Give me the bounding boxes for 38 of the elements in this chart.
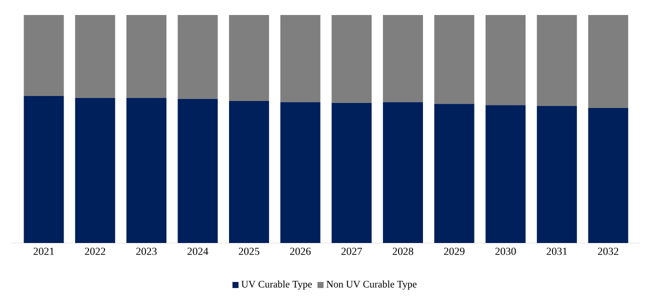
x-tick-label: 2031: [546, 248, 567, 255]
x-tick-label: 2022: [84, 248, 106, 255]
bar: [588, 108, 628, 243]
bar: [24, 96, 64, 243]
legend-label: UV Curable Type: [241, 280, 312, 290]
x-tick-label: 2023: [136, 248, 157, 255]
bar: [24, 15, 64, 96]
bar: [434, 104, 474, 243]
bar: [486, 15, 526, 106]
bar: [382, 15, 423, 102]
x-tick-label: 2027: [341, 248, 362, 255]
bar: [280, 102, 320, 243]
bar: [434, 15, 474, 104]
legend-label: Non UV Curable Type: [326, 280, 417, 290]
bar: [229, 15, 270, 101]
x-tick-label: 2021: [34, 248, 54, 255]
bar: [382, 102, 423, 243]
x-tick-label: 2028: [392, 248, 414, 255]
bar: [75, 98, 116, 243]
x-tick-label: 2025: [238, 248, 260, 255]
bar: [536, 15, 577, 106]
x-tick-label: 2032: [598, 248, 618, 255]
bar: [178, 15, 218, 99]
bar: [332, 15, 372, 104]
bar: [332, 103, 372, 243]
bar: [588, 15, 628, 108]
x-tick-label: 2029: [444, 248, 464, 255]
bar: [536, 106, 577, 243]
bar: [126, 15, 166, 98]
x-tick-label: 2024: [188, 248, 208, 255]
x-tick-label: 2026: [290, 248, 311, 255]
bar: [178, 98, 218, 243]
bar: [280, 15, 320, 102]
bar: [229, 100, 270, 243]
bar: [126, 98, 166, 243]
bar: [486, 105, 526, 243]
x-tick-label: 2030: [495, 248, 516, 255]
bar: [75, 15, 116, 98]
